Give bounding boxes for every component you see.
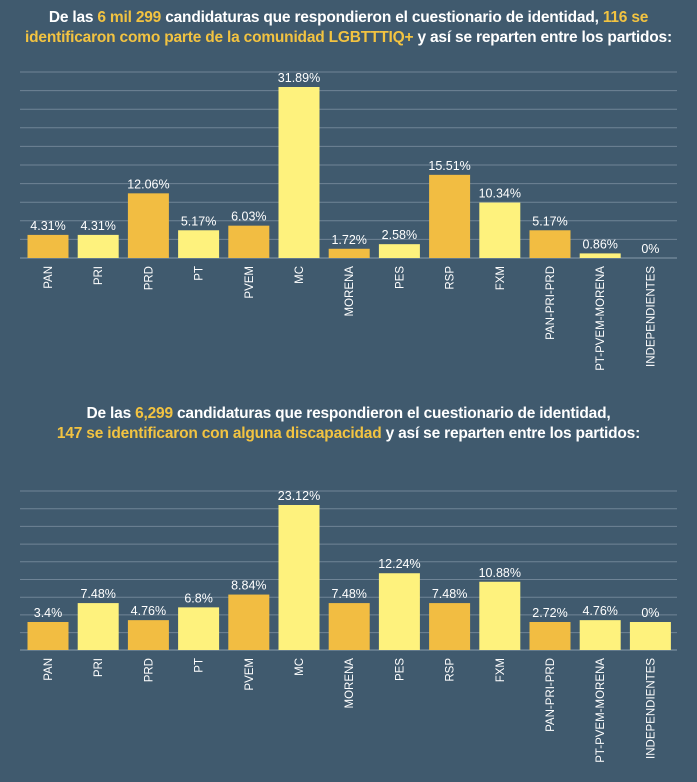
chart2-bar-pes: [378, 573, 420, 650]
chart2-value-label: 4.76%: [582, 604, 617, 618]
chart2-bar-pan: [27, 622, 69, 650]
chart2-bar-independientes: [629, 622, 671, 650]
chart2-value-label: 2.72%: [532, 606, 567, 620]
chart2-bar-pt-pvem-morena: [579, 620, 621, 650]
chart2-value-label: 4.76%: [131, 604, 166, 618]
chart1-category-label: PAN-PRI-PRD: [545, 266, 557, 340]
title-2-text-b: candidaturas que respondieron el cuestio…: [172, 405, 611, 422]
chart1-category-label: PT-PVEM-MORENA: [595, 266, 607, 371]
chart1-bar-pt: [178, 230, 220, 258]
chart-1-title-line-2: identificaron como parte de la comunidad…: [0, 28, 697, 48]
chart2-bar-pri: [77, 603, 119, 650]
chart1-value-label: 12.06%: [127, 177, 169, 191]
chart-1-title: De las 6 mil 299 candidaturas que respon…: [0, 8, 697, 48]
chart1-bar-pan-pri-prd: [529, 230, 571, 258]
chart2-bar-fxm: [479, 581, 521, 650]
chart-2-title-line-1: De las 6,299 candidaturas que respondier…: [0, 404, 697, 424]
chart1-bar-pt-pvem-morena: [579, 253, 621, 258]
chart2-value-label: 7.48%: [432, 587, 467, 601]
chart1-bar-morena: [328, 248, 370, 258]
title-2-text-c: y así se reparten entre los partidos:: [381, 425, 641, 442]
chart1-value-label: 5.17%: [532, 214, 567, 228]
chart2-bar-pvem: [228, 594, 270, 650]
chart2-category-label: MORENA: [344, 658, 356, 709]
chart2-value-label: 8.84%: [231, 579, 266, 593]
chart1-bar-fxm: [479, 202, 521, 258]
chart1-category-label: RSP: [445, 266, 457, 290]
chart1-value-label: 0.86%: [582, 237, 617, 251]
chart2-category-label: MC: [294, 658, 306, 676]
chart1-bar-pan: [27, 234, 69, 258]
chart1-category-label: PRD: [143, 266, 155, 290]
title-1-text-c: y así se reparten entre los partidos:: [413, 29, 672, 46]
chart2-bar-morena: [328, 603, 370, 650]
title-2-text-a: De las: [86, 405, 136, 422]
chart-2-title: De las 6,299 candidaturas que respondier…: [0, 404, 697, 444]
chart2-value-label: 12.24%: [378, 557, 420, 571]
chart1-value-label: 15.51%: [428, 159, 470, 173]
chart1-value-label: 10.34%: [479, 187, 521, 201]
chart2-value-label: 10.88%: [479, 566, 521, 580]
chart1-category-label: PT: [194, 266, 206, 281]
chart1-bar-pri: [77, 234, 119, 258]
chart1-value-label: 4.31%: [80, 219, 115, 233]
chart2-category-label: PAN: [43, 658, 55, 681]
chart1-bar-pes: [378, 244, 420, 258]
chart1-bar-mc: [278, 87, 320, 258]
chart2-value-label: 7.48%: [331, 587, 366, 601]
chart2-value-label: 6.8%: [184, 591, 213, 605]
chart1-category-label: INDEPENDIENTES: [645, 266, 657, 367]
chart2-bar-prd: [127, 620, 169, 650]
chart1-bar-rsp: [429, 174, 471, 258]
chart1-value-label: 5.17%: [181, 214, 216, 228]
title-1-text-b: candidaturas que respondieron el cuestio…: [161, 9, 603, 26]
chart2-bar-pan-pri-prd: [529, 622, 571, 650]
title-1-highlight-c: identificaron como parte de la comunidad…: [25, 29, 414, 46]
chart2-category-label: FXM: [495, 658, 507, 682]
title-1-text-a: De las: [48, 9, 98, 26]
chart2-category-label: PVEM: [244, 658, 256, 691]
chart2-value-label: 3.4%: [34, 606, 63, 620]
chart1-category-label: PRI: [93, 266, 105, 285]
chart1-category-label: PAN: [43, 266, 55, 289]
chart2-category-label: INDEPENDIENTES: [645, 658, 657, 759]
chart1-category-label: MC: [294, 266, 306, 284]
chart1-value-label: 4.31%: [30, 219, 65, 233]
chart2-bar-rsp: [429, 603, 471, 650]
chart2-category-label: PRI: [93, 658, 105, 677]
chart1-bar-pvem: [228, 225, 270, 258]
chart2-bar-pt: [178, 607, 220, 650]
chart1-value-label: 2.58%: [382, 228, 417, 242]
title-2-highlight-a: 6,299: [135, 405, 173, 422]
chart1-value-label: 1.72%: [331, 233, 366, 247]
chart1-category-label: FXM: [495, 266, 507, 290]
title-1-highlight-a: 6 mil 299: [97, 9, 162, 26]
chart2-bar-mc: [278, 505, 320, 650]
chart-2-title-line-2: 147 se identificaron con alguna discapac…: [0, 424, 697, 444]
chart1-category-label: PVEM: [244, 266, 256, 299]
chart1-category-label: PES: [394, 266, 406, 289]
chart1-value-label: 0%: [641, 242, 659, 256]
chart2-value-label: 23.12%: [278, 489, 320, 503]
chart2-category-label: PT-PVEM-MORENA: [595, 658, 607, 763]
chart2-value-label: 7.48%: [80, 587, 115, 601]
chart2-category-label: PES: [394, 658, 406, 681]
title-1-highlight-b: 116 se: [602, 9, 649, 26]
chart1-value-label: 31.89%: [278, 71, 320, 85]
title-2-highlight-b: 147 se identificaron con alguna discapac…: [56, 425, 382, 442]
chart2-value-label: 0%: [641, 606, 659, 620]
chart2-category-label: RSP: [445, 658, 457, 682]
chart-1-title-line-1: De las 6 mil 299 candidaturas que respon…: [0, 8, 697, 28]
chart2-category-label: PT: [194, 658, 206, 673]
chart1-bar-prd: [127, 193, 169, 258]
chart1-category-label: MORENA: [344, 266, 356, 317]
lgbt-bar-chart: 4.31% PAN 4.31% PRI 12.06% PRD 5.17% PT 6.03% PVE…: [20, 71, 677, 371]
chart2-category-label: PRD: [143, 658, 155, 682]
chart2-category-label: PAN-PRI-PRD: [545, 658, 557, 732]
chart1-value-label: 6.03%: [231, 210, 266, 224]
